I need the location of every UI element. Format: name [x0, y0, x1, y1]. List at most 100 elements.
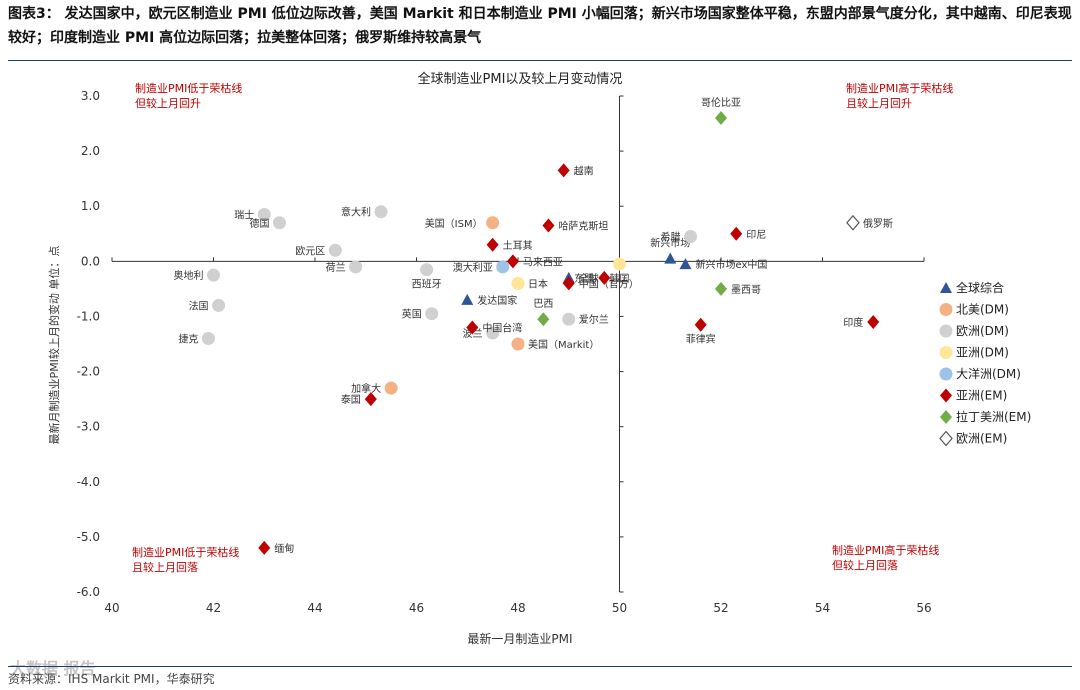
point-label: 菲律宾 [686, 333, 716, 346]
source-note: 资料来源：IHS Markit PMI，华泰研究 [8, 672, 215, 686]
legend-marker [940, 410, 952, 424]
data-point[interactable]: 越南 [557, 163, 594, 178]
point-label: 泰国 [341, 393, 361, 406]
point-marker [715, 111, 727, 126]
data-point[interactable]: 缅甸 [258, 540, 294, 555]
quadrant-label-top-right: 制造业PMI高于荣枯线且较上月回升 [846, 81, 953, 110]
legend-label: 亚洲(DM) [956, 346, 1009, 360]
data-point[interactable]: 加拿大 [351, 381, 398, 396]
x-tick-label: 44 [307, 601, 322, 615]
data-point[interactable]: 巴西 [533, 298, 553, 327]
point-label: 哥伦比亚 [701, 96, 741, 109]
figure-header: 图表3： 发达国家中，欧元区制造业 PMI 低位边际改善，美国 Markit 和… [8, 2, 1072, 50]
point-marker [867, 314, 880, 329]
footer-rule [8, 666, 1072, 667]
point-label: 荷兰 [326, 261, 346, 274]
data-point[interactable]: 中国台湾 [466, 320, 522, 335]
data-point[interactable]: 哈萨克斯坦 [542, 218, 608, 233]
y-tick-label: 2.0 [81, 144, 100, 158]
point-label: 爱尔兰 [579, 313, 609, 326]
quadrant-label-line: 制造业PMI低于荣枯线 [132, 545, 239, 559]
data-point[interactable]: 泰国 [341, 392, 377, 407]
legend-label: 亚洲(EM) [956, 389, 1007, 403]
data-point[interactable]: 墨西哥 [715, 281, 761, 296]
data-point[interactable]: 哥伦比亚 [701, 96, 741, 126]
data-point[interactable]: 澳大利亚 [453, 260, 510, 274]
data-point[interactable]: 爱尔兰 [562, 312, 609, 327]
legend-label: 拉丁美洲(EM) [956, 409, 1031, 424]
point-marker [328, 243, 342, 257]
data-point[interactable]: 韩国 [610, 257, 630, 286]
legend-marker [939, 303, 953, 316]
data-point[interactable]: 法国 [189, 298, 226, 313]
data-point[interactable]: 日本 [511, 276, 549, 291]
point-label: 印度 [843, 316, 863, 329]
data-point[interactable]: 美国（Markit） [511, 337, 600, 352]
point-label: 瑞士 [234, 208, 254, 221]
point-marker [207, 268, 220, 282]
data-point[interactable]: 捷克 [178, 331, 215, 346]
data-point[interactable]: 德国 [249, 216, 286, 230]
y-axis-label: 最新月制造业PMI较上月的变动 单位：点 [47, 246, 61, 445]
quadrant-label-line: 且较上月回落 [132, 560, 198, 574]
point-label: 土耳其 [503, 239, 533, 252]
data-point[interactable]: 意大利 [341, 205, 388, 219]
data-point[interactable]: 荷兰 [326, 260, 363, 274]
point-marker [679, 258, 692, 270]
data-point[interactable]: 新兴市场 [650, 237, 690, 264]
data-point[interactable]: 奥地利 [174, 268, 221, 283]
x-tick-label: 42 [206, 601, 221, 615]
data-point[interactable]: 俄罗斯 [846, 214, 893, 231]
data-point[interactable]: 发达国家 [461, 293, 517, 307]
point-label: 越南 [574, 164, 594, 177]
x-tick-label: 56 [916, 601, 931, 615]
legend-item-eu-dm: 欧洲(DM) [939, 324, 1009, 338]
data-point[interactable]: 美国（ISM） [425, 216, 500, 230]
y-tick-label: -6.0 [77, 585, 100, 599]
quadrant-label-line: 制造业PMI高于荣枯线 [846, 81, 953, 95]
point-label: 法国 [189, 299, 209, 312]
x-tick-label: 40 [104, 601, 119, 615]
legend-label: 大洋洲(DM) [956, 366, 1021, 381]
point-label: 欧元区 [295, 245, 325, 257]
figure-label: 图表3： [8, 6, 60, 22]
legend-item-na-dm: 北美(DM) [939, 303, 1009, 317]
point-marker [486, 216, 500, 230]
data-point[interactable]: 新兴市场ex中国 [679, 258, 767, 271]
quadrant-label-line: 但较上月回升 [135, 96, 201, 110]
legend-marker [939, 324, 953, 338]
point-marker [511, 276, 525, 290]
data-point[interactable]: 英国 [402, 307, 439, 321]
x-tick-label: 50 [612, 601, 627, 615]
point-label: 希腊 [661, 231, 681, 244]
data-point[interactable]: 希腊 [661, 230, 698, 244]
y-tick-label: 0.0 [81, 254, 100, 268]
quadrant-label-bottom-right: 制造业PMI高于荣枯线但较上月回落 [832, 543, 939, 572]
point-marker [664, 252, 677, 264]
point-label: 加拿大 [351, 382, 381, 395]
point-marker [461, 293, 474, 305]
data-point[interactable]: 印度 [843, 314, 880, 329]
point-marker [486, 237, 499, 252]
point-marker [537, 312, 550, 327]
quadrant-labels: 制造业PMI低于荣枯线但较上月回升制造业PMI高于荣枯线且较上月回升制造业PMI… [132, 81, 953, 574]
data-point[interactable]: 瑞士 [234, 207, 271, 222]
point-label: 意大利 [341, 206, 371, 219]
point-label: 巴西 [533, 298, 553, 310]
point-label: 墨西哥 [731, 284, 761, 296]
y-tick-label: -2.0 [77, 365, 100, 379]
data-point[interactable]: 印尼 [730, 226, 766, 241]
data-point[interactable]: 西班牙 [412, 263, 442, 291]
data-point[interactable]: 东盟 [574, 270, 611, 285]
data-point[interactable]: 马来西亚 [506, 254, 563, 269]
point-marker [425, 307, 439, 321]
data-point[interactable]: 菲律宾 [686, 317, 716, 346]
point-marker [506, 254, 519, 269]
point-marker [272, 216, 286, 230]
data-point[interactable]: 土耳其 [486, 237, 533, 252]
point-marker [684, 230, 698, 244]
y-tick-label: -5.0 [77, 530, 100, 544]
data-point[interactable]: 欧元区 [295, 243, 342, 257]
data-point[interactable]: 中国（官方） [562, 276, 639, 291]
